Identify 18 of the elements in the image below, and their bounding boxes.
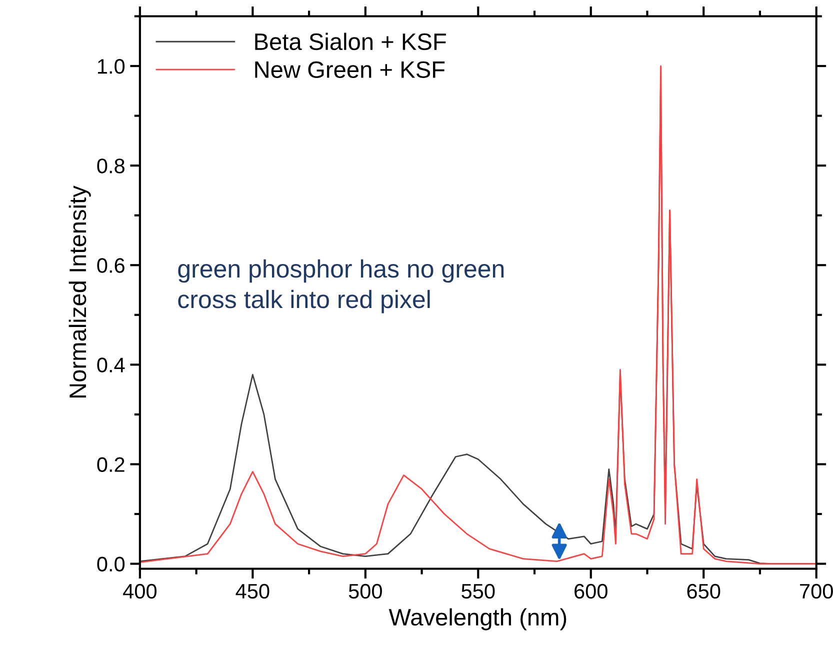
x-tick-label: 600 [574,584,608,599]
x-axis-title: Wavelength (nm) [388,608,566,630]
y-tick-label: 0.8 [97,158,124,174]
legend-label: Beta Sialon + KSF [255,32,446,50]
x-tick-label: 550 [462,584,495,599]
y-axis-title: Normalized Intensity [68,186,91,398]
y-tick-label: 0.0 [97,556,125,572]
legend-label: New Green + KSF [255,61,445,78]
y-tick-label: 1.0 [98,59,125,74]
annotation: green phosphor has no green cross talk into red pixel [178,259,504,314]
x-tick-label: 450 [236,584,270,599]
y-tick-label: 0.2 [97,457,124,472]
y-tick-label: 0.6 [97,258,124,273]
x-tick-label: 650 [687,584,720,599]
x-tick-label: 400 [123,584,157,599]
x-tick-label: 500 [348,584,382,599]
x-tick-label: 700 [800,584,833,599]
y-tick-label: 0.4 [97,358,125,372]
